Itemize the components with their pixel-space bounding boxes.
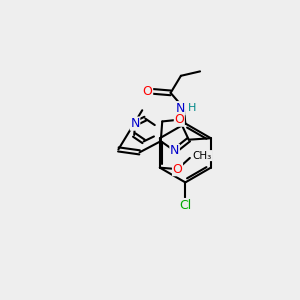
Text: H: H: [188, 103, 196, 113]
Text: O: O: [172, 163, 182, 176]
Text: N: N: [130, 117, 140, 130]
Text: Cl: Cl: [179, 199, 191, 212]
Text: O: O: [174, 113, 184, 126]
Text: O: O: [143, 85, 153, 98]
Text: CH₃: CH₃: [193, 151, 212, 160]
Text: N: N: [176, 102, 185, 115]
Text: N: N: [170, 144, 179, 158]
